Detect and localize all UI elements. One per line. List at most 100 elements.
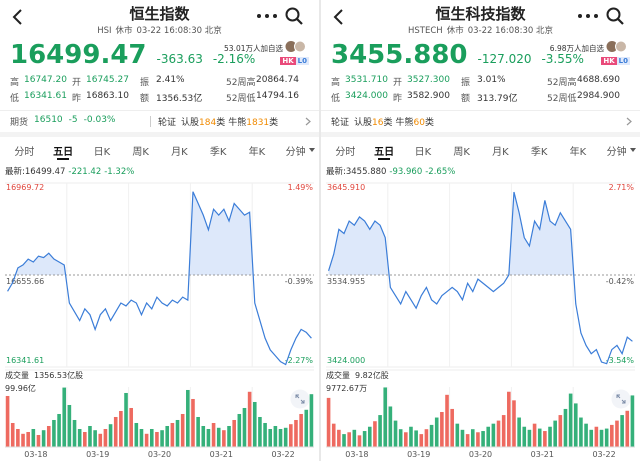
volume-bar <box>83 431 87 447</box>
price-area <box>7 191 312 276</box>
volume-label: 成交量 <box>5 370 29 380</box>
volume-bar <box>424 429 429 447</box>
stat-label: 振 <box>140 78 150 88</box>
stat-label: 高 <box>10 78 20 88</box>
tab[interactable]: 季K <box>209 147 227 158</box>
volume-bar <box>604 428 609 447</box>
y-tick-label: 16969.72 <box>6 183 44 192</box>
tab[interactable]: 分时 <box>335 147 356 158</box>
tab[interactable]: 分时 <box>14 147 35 158</box>
latest-change: -93.960 <box>389 167 422 177</box>
more-button[interactable] <box>256 12 278 20</box>
volume-bar <box>517 417 521 447</box>
volume-bar <box>553 420 557 447</box>
tab[interactable]: 日K <box>414 147 432 158</box>
futures-row: 期货 16510 -5 -0.03% <box>10 115 115 128</box>
unit: 类 <box>383 118 393 128</box>
expand-button[interactable] <box>611 389 631 409</box>
volume-bar <box>625 410 630 447</box>
back-button[interactable] <box>331 8 347 26</box>
dropdown-arrow <box>630 148 636 152</box>
tab[interactable]: 周K <box>453 147 470 158</box>
x-tick-label: 03-19 <box>86 450 109 459</box>
volume-bar <box>160 430 164 447</box>
tab[interactable]: 月K <box>492 147 509 158</box>
price-row: 16499.47 -363.63 -2.16% <box>10 40 255 70</box>
volume-bar <box>388 406 393 447</box>
section-gap <box>0 132 319 137</box>
volume-bar <box>62 387 67 447</box>
tab[interactable]: 分钟 <box>606 147 627 158</box>
volume-bar <box>398 429 403 447</box>
x-tick-label: 03-19 <box>407 450 430 459</box>
volume-bar <box>211 422 216 447</box>
back-button[interactable] <box>10 8 26 26</box>
volume-bar <box>93 430 97 447</box>
y-tick-label: 16341.61 <box>6 356 44 365</box>
expand-button[interactable] <box>290 389 310 409</box>
stat-label: 额 <box>140 94 150 104</box>
dropdown-arrow <box>309 148 315 152</box>
volume-bar <box>460 429 465 447</box>
more-button[interactable] <box>577 12 599 20</box>
volume-bar <box>170 422 175 447</box>
volume-bar <box>191 398 195 447</box>
tab[interactable]: 周K <box>132 147 149 158</box>
volume-bar <box>165 425 170 447</box>
unit: 类 <box>269 118 279 128</box>
pct-label: -0.42% <box>606 277 635 286</box>
volume-bar <box>496 420 501 447</box>
tab[interactable]: 月K <box>171 147 188 158</box>
status: 休市 <box>446 26 464 36</box>
warrant-label: 轮证 <box>158 118 177 128</box>
warrants-row[interactable]: 轮证 认股184类 牛熊1831类 <box>158 115 278 128</box>
tab[interactable]: 年K <box>569 147 587 158</box>
tab[interactable]: 年K <box>248 147 266 158</box>
badge-hk: HK <box>601 57 617 65</box>
warrants-row[interactable]: 轮证 认股16类 牛熊60类 <box>331 115 434 128</box>
stat-value: 16747.20 <box>24 75 67 85</box>
latest-price: 最新:3455.880 <box>326 166 386 177</box>
market-badge: HK L0 <box>280 57 309 65</box>
search-button[interactable] <box>605 6 625 26</box>
volume-bar <box>507 391 511 447</box>
volume-bar <box>108 424 113 447</box>
volume-bar <box>342 434 346 447</box>
volume-bar <box>337 429 341 447</box>
stat-label: 52周低 <box>547 94 577 104</box>
volume-bar <box>222 430 226 447</box>
search-button[interactable] <box>284 6 304 26</box>
volume-bar <box>367 426 372 447</box>
volume-bar <box>573 403 578 447</box>
tab[interactable]: 日K <box>93 147 111 158</box>
volume-bar <box>512 400 516 447</box>
volume-bar <box>124 392 128 447</box>
volume-bar <box>527 429 532 447</box>
volume-bar <box>414 430 418 447</box>
chart: 最新:16499.47 -221.42 -1.32% 16341.61 -2.27% 16… <box>5 166 314 459</box>
volume-bar <box>309 394 314 447</box>
tab[interactable]: 五日 <box>53 147 74 158</box>
latest-pct: -2.65% <box>425 167 455 177</box>
volume-bar <box>72 419 77 447</box>
stat-label: 振 <box>461 78 471 88</box>
volume-max: 9772.67万 <box>326 384 367 393</box>
stat-value: 20864.74 <box>256 75 299 85</box>
volume-bar <box>16 428 20 447</box>
tab[interactable]: 分钟 <box>285 147 306 158</box>
stock-panel: 恒生科技指数 HSTECH 休市 03-22 16:08:30 北京 3455.880-… <box>321 0 640 461</box>
volume-bar <box>278 428 283 447</box>
section-gap <box>321 132 640 137</box>
tab[interactable]: 五日 <box>374 147 395 158</box>
volume-bar <box>455 423 460 447</box>
y-tick-label: 3424.000 <box>327 356 365 365</box>
volume-bar <box>77 428 82 447</box>
volume-bar <box>103 428 108 447</box>
change: -127.020 <box>477 52 532 66</box>
title: 恒生科技指数 <box>435 5 526 23</box>
volume-bar <box>352 429 357 447</box>
tab[interactable]: 季K <box>530 147 548 158</box>
separator <box>0 110 319 111</box>
volume-bar <box>304 409 309 447</box>
volume-bar <box>263 422 267 447</box>
